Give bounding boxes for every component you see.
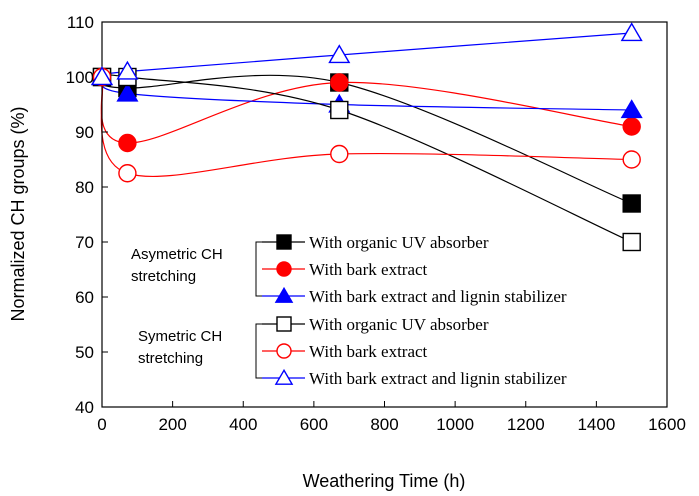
y-tick-label: 40 [75,398,94,417]
legend: With organic UV absorber With bark extrac… [131,233,567,388]
data-point [622,117,641,136]
legend-entry: With bark extract [309,260,428,279]
y-tick-label: 50 [75,343,94,362]
legend-entry: With organic UV absorber [309,315,489,334]
x-axis-title: Weathering Time (h) [303,471,466,491]
legend-entry: With bark extract and lignin stabilizer [309,287,567,306]
data-point [330,100,349,120]
legend-group-label: Symetric CH [138,328,222,345]
data-point [90,66,114,86]
x-tick-label: 200 [158,415,186,434]
x-tick-label: 1000 [436,415,474,434]
series-line [100,74,632,205]
y-tick-label: 100 [66,68,94,87]
series-line [100,76,632,177]
x-tick-label: 400 [229,415,257,434]
y-tick-label: 60 [75,288,94,307]
axis-ticks: 0 200 400 600 800 1000 1200 1400 1600 40 50 60 70 80 9… [66,13,686,434]
legend-marker [276,234,292,250]
x-tick-label: 800 [370,415,398,434]
x-tick-label: 600 [300,415,328,434]
data-point [328,44,351,64]
data-point [330,73,349,92]
legend-marker [276,343,292,359]
y-tick-label: 70 [75,233,94,252]
series-line [100,32,632,78]
y-axis-title: Normalized CH groups (%) [8,106,28,321]
data-point [620,22,643,42]
data-point [622,150,641,169]
legend-entry: With bark extract [309,342,428,361]
legend-marker [276,316,292,332]
legend-marker [276,261,292,277]
data-point [116,82,139,102]
x-tick-label: 1400 [577,415,615,434]
series-line [100,76,632,111]
data-point [116,60,139,80]
y-tick-label: 90 [75,123,94,142]
series-line [100,73,632,243]
series-markers [90,22,643,252]
data-point [330,144,349,164]
x-tick-label: 1600 [648,415,686,434]
legend-entry: With bark extract and lignin stabilizer [309,369,567,388]
data-point [118,133,137,153]
legend-group-label: stretching [138,350,203,367]
y-tick-label: 110 [67,13,94,32]
x-tick-label: 1200 [507,415,545,434]
series-line [100,76,632,144]
legend-group-label: Asymetric CH [131,246,223,263]
legend-marker [274,368,294,385]
legend-marker [274,286,294,303]
legend-group-bracket [255,241,262,297]
data-point [620,99,643,119]
x-tick-label: 0 [97,415,106,434]
data-point [622,232,641,252]
legend-entry: With organic UV absorber [309,233,489,252]
y-tick-label: 80 [75,178,94,197]
data-point [118,164,137,183]
data-point [622,194,641,213]
legend-group-bracket [255,323,262,379]
series-curves [100,32,632,243]
legend-group-label: stretching [131,268,196,285]
